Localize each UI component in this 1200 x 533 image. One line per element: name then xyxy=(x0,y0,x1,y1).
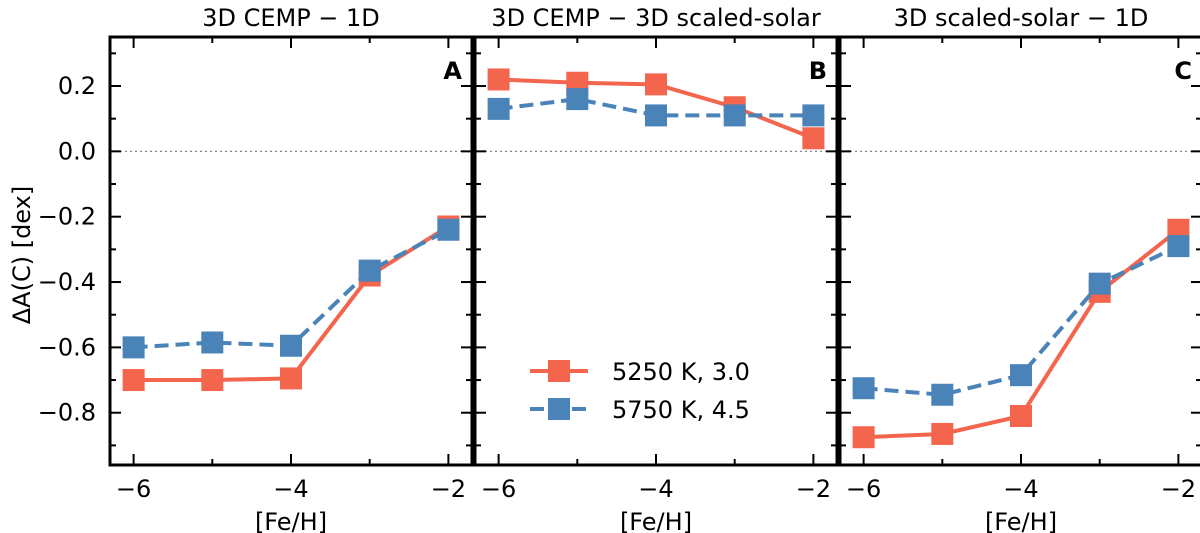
series-line-5250k xyxy=(133,224,450,383)
data-point-5750k xyxy=(566,88,589,111)
panel-title: 3D CEMP − 3D scaled-solar xyxy=(491,4,821,32)
panel-title: 3D scaled-solar − 1D xyxy=(894,4,1149,32)
data-point-5750k xyxy=(280,334,302,357)
y-tick-label: 0.0 xyxy=(58,137,96,165)
data-point-5250k xyxy=(201,369,224,392)
legend-label: 5750 K, 4.5 xyxy=(612,396,750,424)
panel-title: 3D CEMP − 1D xyxy=(202,4,380,32)
data-point-5750k xyxy=(931,383,954,406)
x-tick-label: −4 xyxy=(273,475,308,503)
x-tick-label: −2 xyxy=(431,475,466,503)
panel-label: A xyxy=(443,57,462,85)
data-point-5250k xyxy=(280,367,302,390)
y-axis-label: ΔA(C) [dex] xyxy=(8,186,36,324)
data-point-5250k xyxy=(487,68,510,91)
panel-label: C xyxy=(1174,57,1192,85)
x-axis-label: [Fe/H] xyxy=(255,508,327,533)
panel-frame xyxy=(108,35,474,467)
data-point-5750k xyxy=(1167,235,1190,258)
data-point-5250k xyxy=(122,369,145,392)
data-point-5250k xyxy=(1010,404,1032,427)
data-point-5250k xyxy=(931,422,954,445)
legend-marker xyxy=(548,360,570,382)
data-point-5750k xyxy=(802,104,825,127)
y-tick-label: 0.2 xyxy=(58,72,96,100)
x-tick-label: −2 xyxy=(796,475,831,503)
data-point-5750k xyxy=(1010,364,1032,387)
data-point-5750k xyxy=(723,104,746,127)
legend-marker xyxy=(548,398,570,420)
data-point-5750k xyxy=(1088,272,1111,295)
series-line-5750k xyxy=(133,227,450,350)
x-tick-label: −4 xyxy=(638,475,673,503)
x-tick-label: −4 xyxy=(1003,475,1038,503)
y-tick-label: −0.8 xyxy=(38,399,96,427)
panel-label: B xyxy=(809,57,827,85)
panel-a: −6 −4 −2 0.2 0.0 −0.2 −0.4 −0.6 −0.8 A 3D CEMP − 1… xyxy=(38,4,474,533)
y-tick-label: −0.2 xyxy=(38,203,96,231)
data-point-5750k xyxy=(437,218,460,241)
y-tick-label: −0.6 xyxy=(38,333,96,361)
legend: 5250 K, 3.0 5750 K, 4.5 xyxy=(530,358,750,424)
data-point-5250k xyxy=(852,426,875,449)
data-point-5750k xyxy=(852,377,875,400)
data-point-5750k xyxy=(201,331,224,354)
x-tick-label: −6 xyxy=(481,475,516,503)
x-axis-label: [Fe/H] xyxy=(985,508,1057,533)
legend-label: 5250 K, 3.0 xyxy=(612,358,750,386)
data-point-5250k xyxy=(802,127,825,150)
data-point-5750k xyxy=(645,104,667,127)
y-tick-label: −0.4 xyxy=(38,268,96,296)
panel-c: −6 −4 −2 C 3D scaled-solar − 1D [Fe/H] xyxy=(838,4,1200,533)
x-tick-label: −2 xyxy=(1161,475,1196,503)
panel-b: −6 −4 −2 B 3D CEMP − 3D scaled-solar [Fe/H] xyxy=(473,4,839,533)
x-axis-label: [Fe/H] xyxy=(620,508,692,533)
data-point-5750k xyxy=(487,97,510,120)
x-tick-label: −6 xyxy=(846,475,881,503)
data-point-5750k xyxy=(122,336,145,359)
data-point-5250k xyxy=(645,73,667,96)
data-point-5750k xyxy=(358,259,381,282)
panel-frame xyxy=(838,35,1200,467)
panel-frame xyxy=(473,35,839,467)
x-tick-label: −6 xyxy=(116,475,151,503)
